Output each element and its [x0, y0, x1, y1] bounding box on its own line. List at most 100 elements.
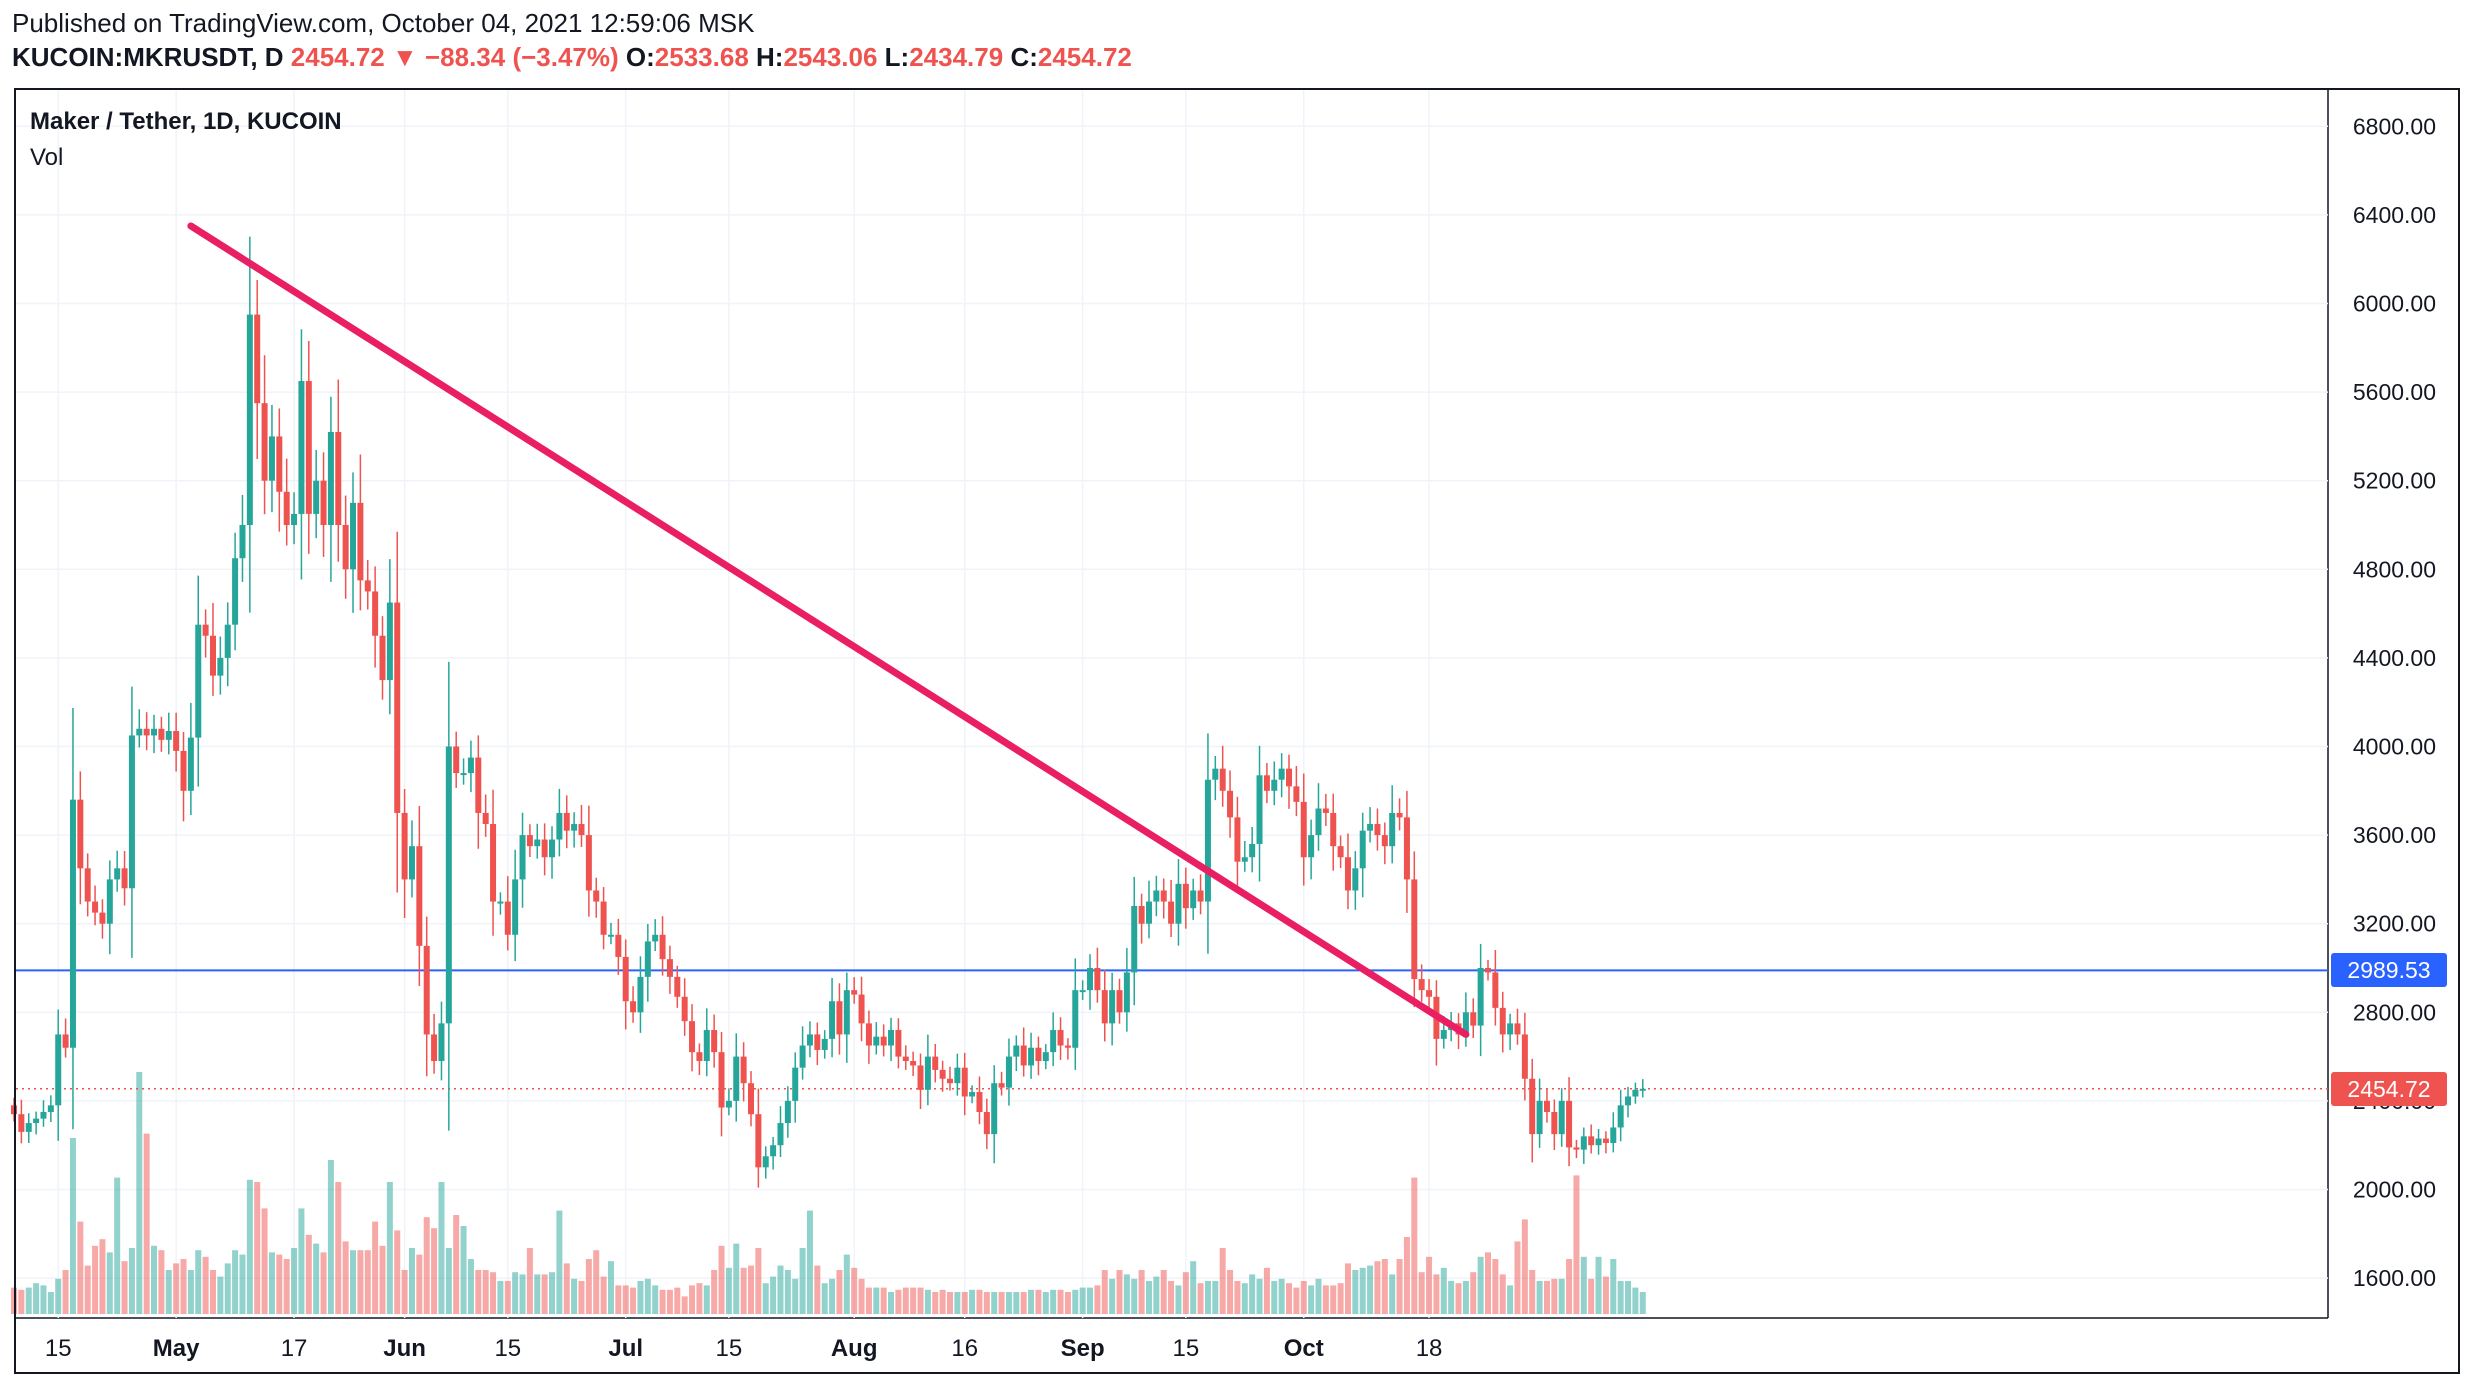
candle-body: [902, 1056, 909, 1062]
chart-legend: Maker / Tether, 1D, KUCOIN Vol: [30, 104, 342, 176]
volume-bar: [954, 1292, 961, 1314]
y-tick-label: 1600.00: [2353, 1265, 2436, 1291]
volume-bar: [512, 1272, 519, 1314]
volume-bar: [696, 1283, 703, 1314]
volume-bar: [33, 1283, 40, 1314]
volume-bar: [1389, 1274, 1396, 1314]
volume-bar: [1529, 1270, 1536, 1314]
volume-bar: [1433, 1274, 1440, 1314]
candle-body: [438, 1023, 445, 1062]
volume-bar: [151, 1245, 158, 1314]
volume-bar: [843, 1254, 850, 1314]
volume-bar: [283, 1259, 290, 1314]
candle-body: [1381, 835, 1388, 847]
volume-bar: [1514, 1241, 1521, 1314]
candle-body: [364, 580, 371, 592]
candle-body: [851, 990, 858, 995]
candle-body: [77, 799, 84, 869]
volume-bar: [1625, 1281, 1632, 1314]
candle-body: [1219, 768, 1226, 791]
candle-body: [1271, 779, 1278, 791]
volume-bar: [357, 1250, 364, 1314]
candle-body: [1256, 775, 1263, 844]
candle-body: [659, 934, 666, 960]
volume-bar: [276, 1254, 283, 1314]
candle-body: [1470, 1012, 1477, 1026]
volume-bar: [917, 1287, 924, 1314]
candle-body: [1543, 1100, 1550, 1112]
candle-body: [1462, 1012, 1469, 1035]
candle-body: [666, 959, 673, 977]
candle-body: [725, 1100, 732, 1108]
candle-body: [836, 1001, 843, 1035]
volume-bar: [1499, 1274, 1506, 1314]
candle-body: [165, 730, 172, 740]
volume-bar: [224, 1263, 231, 1314]
candle-body: [1057, 1030, 1064, 1046]
volume-bar: [946, 1292, 953, 1314]
volume-bar: [969, 1289, 976, 1314]
candle-body: [187, 737, 194, 791]
candle-body: [571, 824, 578, 831]
volume-bar: [711, 1270, 718, 1314]
volume-bar: [1182, 1272, 1189, 1314]
candle-body: [121, 868, 128, 889]
candle-body: [18, 1114, 25, 1132]
candle-body: [401, 812, 408, 880]
candle-body: [1145, 901, 1152, 924]
candle-body: [1241, 857, 1248, 862]
candle-body: [1352, 868, 1359, 891]
volume-bar: [209, 1270, 216, 1314]
candle-body: [453, 746, 460, 774]
candle-body: [806, 1034, 813, 1046]
candle-body: [740, 1056, 747, 1084]
volume-bar: [1197, 1283, 1204, 1314]
y-tick-label: 4400.00: [2353, 645, 2436, 671]
candle-body: [1521, 1034, 1528, 1079]
x-tick-label: 15: [45, 1335, 72, 1362]
candle-body: [865, 1023, 872, 1046]
candle-body: [873, 1036, 880, 1046]
low-value: 2434.79: [909, 42, 1004, 72]
candle-body: [1396, 812, 1403, 818]
candle-body: [1344, 857, 1351, 891]
low-label: L:: [884, 42, 910, 72]
candle-body: [512, 879, 519, 935]
volume-bar: [232, 1250, 239, 1314]
close-value: 2454.72: [1037, 42, 1132, 72]
candle-body: [932, 1056, 939, 1070]
candle-body: [1278, 768, 1285, 780]
candle-body: [821, 1038, 828, 1050]
volume-bar: [438, 1182, 445, 1314]
y-tick-label: 4000.00: [2353, 734, 2436, 760]
volume-bar: [851, 1267, 858, 1314]
candle-body: [320, 480, 327, 525]
volume-bar: [1580, 1256, 1587, 1314]
volume-bar: [408, 1248, 415, 1314]
volume-bar: [924, 1289, 931, 1314]
candle-body: [1286, 768, 1293, 787]
volume-bar: [1219, 1248, 1226, 1314]
candle-body: [718, 1052, 725, 1108]
candle-body: [1617, 1105, 1624, 1128]
volume-bar: [401, 1270, 408, 1314]
volume-bar: [1101, 1270, 1108, 1314]
candle-body: [843, 990, 850, 1035]
volume-bar: [195, 1250, 202, 1314]
volume-bar: [386, 1182, 393, 1314]
x-tick-label: Oct: [1284, 1335, 1324, 1362]
candle-body: [195, 624, 202, 738]
volume-bar: [1543, 1281, 1550, 1314]
volume-bar: [1485, 1252, 1491, 1314]
volume-bar: [372, 1221, 379, 1314]
volume-bar: [792, 1278, 799, 1314]
volume-bar: [121, 1261, 128, 1314]
x-tick-label: Sep: [1061, 1335, 1105, 1362]
volume-bar: [733, 1243, 740, 1314]
candle-body: [541, 839, 548, 858]
candle-body: [114, 868, 121, 880]
candle-body: [445, 746, 452, 1024]
candle-body: [1580, 1136, 1587, 1150]
volume-bar: [1573, 1175, 1580, 1314]
